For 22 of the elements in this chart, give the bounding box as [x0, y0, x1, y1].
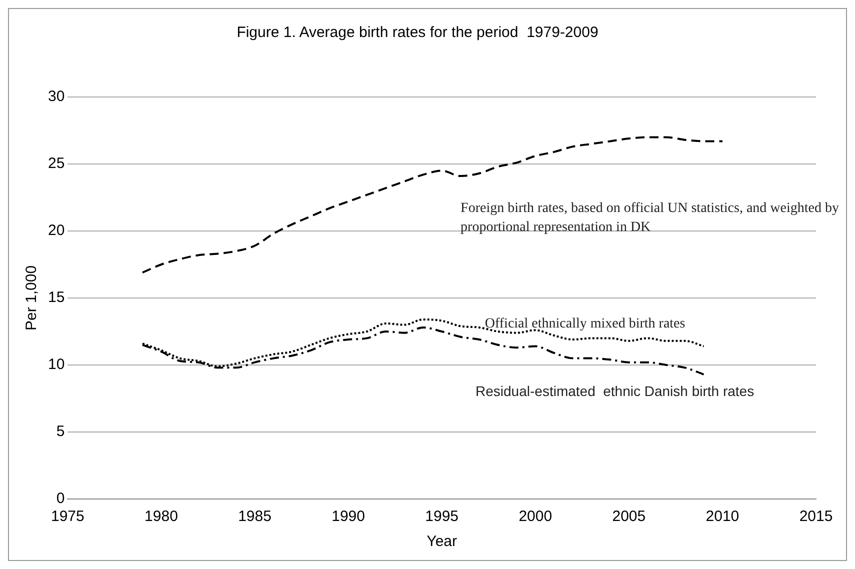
- y-tick-label: 15: [48, 289, 65, 306]
- x-tick-label: 2010: [706, 508, 740, 526]
- y-tick-label: 20: [48, 222, 65, 240]
- x-tick-label: 1990: [332, 508, 365, 526]
- y-tick-label: 25: [48, 155, 65, 172]
- x-tick-label: 1980: [144, 508, 178, 526]
- text: Residual-estimated ethnic Danish birth rates: [476, 382, 754, 399]
- series-label: Foreign birth rates, based on official UN statistics, and weighted by proportional representation in DK: [460, 201, 839, 236]
- y-tick-label: 0: [56, 490, 65, 508]
- x-tick-label: 1975: [50, 508, 84, 526]
- x-tick-label: 1995: [425, 508, 459, 526]
- y-tick-label: 10: [48, 356, 65, 374]
- y-tick-label: 30: [48, 88, 65, 106]
- y-tick-label: 5: [56, 423, 65, 440]
- y-axis-title: Per 1,000: [23, 265, 40, 331]
- x-tick-label: 2000: [518, 508, 552, 526]
- x-axis-title: Year: [426, 533, 457, 550]
- chart-title: Figure 1. Average birth rates for the period 1979-2009: [236, 24, 598, 42]
- x-tick-label: 2015: [799, 508, 833, 526]
- series-label: Official ethnically mixed birth rates: [484, 316, 686, 332]
- x-tick-label: 2005: [612, 508, 646, 526]
- x-tick-label: 1985: [238, 508, 272, 526]
